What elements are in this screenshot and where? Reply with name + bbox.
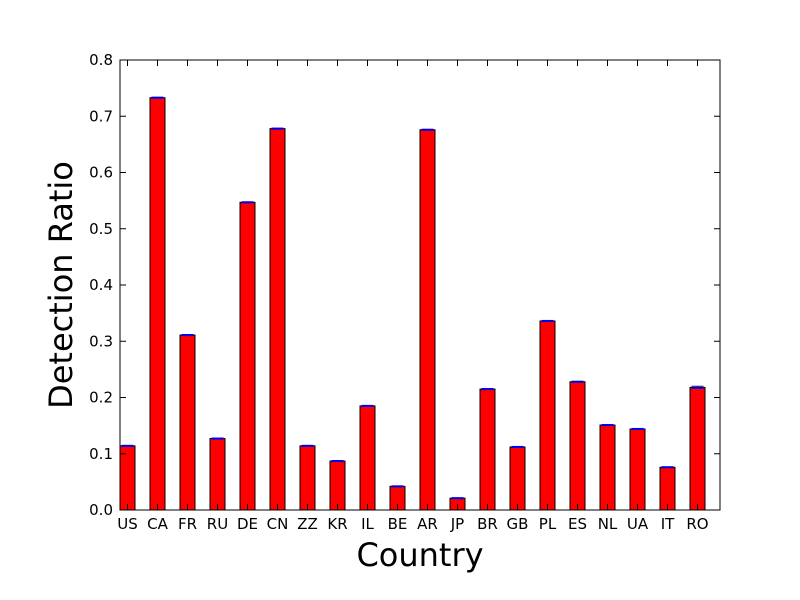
bar-es — [569, 381, 586, 511]
x-axis-ticks: US CA FR RU DE CN ZZ KR IL BE AR JP BR GB PL ES NL UA IT RO — [117, 60, 709, 533]
x-tick-label-de: DE — [237, 515, 258, 533]
y-axis-ticks: 0.0 0.1 0.2 0.3 0.4 0.5 0.6 0.7 0.8 — [89, 51, 720, 519]
x-tick-label-cn: CN — [267, 515, 289, 533]
x-tick-label-ua: UA — [627, 515, 649, 533]
y-tick-label: 0.6 — [89, 164, 113, 182]
x-tick-label-pl: PL — [539, 515, 557, 533]
y-tick-label: 0.8 — [89, 51, 113, 69]
y-tick-label: 0.7 — [89, 107, 113, 125]
x-tick-label-ru: RU — [207, 515, 228, 533]
y-axis-title: Detection Ratio — [42, 161, 80, 409]
bar-ro — [689, 386, 706, 511]
x-tick-label-br: BR — [477, 515, 498, 533]
x-tick-label-es: ES — [568, 515, 587, 533]
y-tick-label: 0.3 — [89, 332, 113, 350]
bar-ua — [629, 428, 646, 511]
x-tick-label-jp: JP — [450, 515, 464, 533]
x-tick-label-ar: AR — [417, 515, 438, 533]
x-tick-label-be: BE — [388, 515, 408, 533]
bar-nl — [599, 424, 616, 511]
bar-fr — [179, 334, 196, 511]
bars-group — [119, 96, 706, 511]
bar-kr — [329, 460, 346, 511]
bar-il — [359, 405, 376, 511]
x-tick-label-ca: CA — [147, 515, 168, 533]
x-tick-label-gb: GB — [507, 515, 529, 533]
bar-cn — [269, 128, 286, 511]
bar-ar — [419, 129, 436, 511]
x-tick-label-kr: KR — [327, 515, 347, 533]
bar-it — [659, 466, 676, 511]
bar-ca — [149, 97, 166, 511]
bar-zz — [299, 445, 316, 511]
x-tick-label-nl: NL — [598, 515, 618, 533]
bar-gb — [509, 446, 526, 511]
y-tick-label: 0.0 — [89, 501, 113, 519]
x-tick-label-ro: RO — [686, 515, 708, 533]
bar-us — [119, 445, 136, 511]
y-tick-label: 0.4 — [89, 276, 113, 294]
bar-br — [479, 388, 496, 511]
x-axis-title: Country — [356, 536, 483, 574]
x-tick-label-il: IL — [361, 515, 374, 533]
y-tick-label: 0.2 — [89, 389, 113, 407]
x-tick-label-us: US — [117, 515, 138, 533]
bar-ru — [209, 438, 226, 511]
x-tick-label-zz: ZZ — [297, 515, 318, 533]
x-tick-label-it: IT — [661, 515, 675, 533]
bar-pl — [539, 320, 556, 511]
x-tick-label-fr: FR — [178, 515, 197, 533]
bar-de — [239, 201, 256, 511]
y-tick-label: 0.1 — [89, 445, 113, 463]
y-tick-label: 0.5 — [89, 220, 113, 238]
